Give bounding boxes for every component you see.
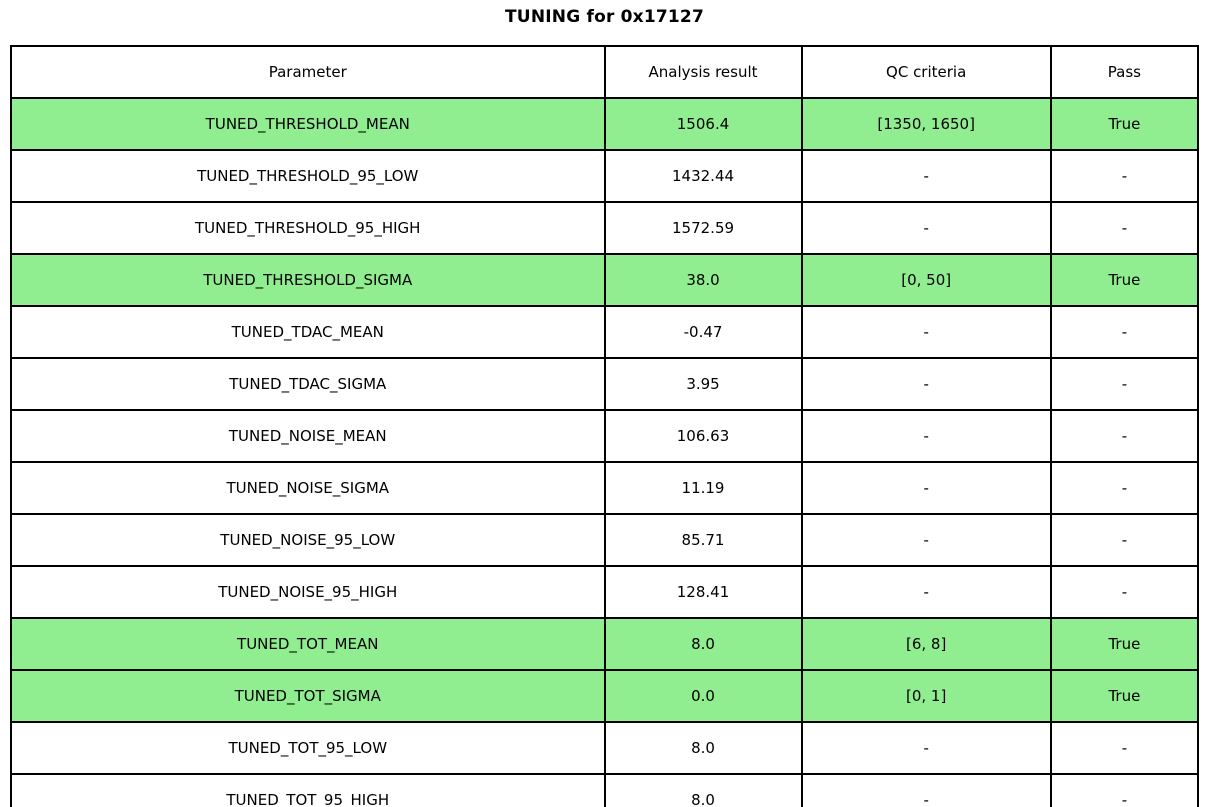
- parameter-cell: TUNED_TOT_MEAN: [10, 617, 606, 671]
- table-row: TUNED_NOISE_SIGMA 11.19- -: [10, 461, 1200, 515]
- pass-cell: -: [1049, 461, 1200, 515]
- qc-criteria-cell: -: [800, 721, 1052, 775]
- header-pass: Pass: [1049, 45, 1200, 99]
- tuning-results-table: Parameter Analysis result QC criteria Pa…: [10, 45, 1200, 807]
- qc-criteria-cell: [0, 50]: [800, 253, 1052, 307]
- analysis-result-cell: 1572.59: [603, 201, 803, 255]
- qc-criteria-cell: [6, 8]: [800, 617, 1052, 671]
- table-row: TUNED_TOT_95_HIGH 8.0- -: [10, 773, 1200, 807]
- table-row: TUNED_NOISE_95_HIGH 128.41- -: [10, 565, 1200, 619]
- table-row: TUNED_TOT_SIGMA 0.0 [0, 1] True: [10, 669, 1200, 723]
- table-header: Parameter Analysis result QC criteria Pa…: [10, 45, 1200, 99]
- pass-cell: -: [1049, 201, 1200, 255]
- parameter-cell: TUNED_THRESHOLD_SIGMA: [10, 253, 606, 307]
- qc-criteria-cell: -: [800, 305, 1052, 359]
- table-row: TUNED_TOT_MEAN 8.0 [6, 8] True: [10, 617, 1200, 671]
- analysis-result-cell: 106.63: [603, 409, 803, 463]
- table-row: TUNED_NOISE_95_LOW 85.71- -: [10, 513, 1200, 567]
- header-analysis-result: Analysis result: [603, 45, 803, 99]
- pass-cell: -: [1049, 305, 1200, 359]
- qc-criteria-cell: -: [800, 409, 1052, 463]
- qc-criteria-cell: -: [800, 461, 1052, 515]
- parameter-cell: TUNED_NOISE_SIGMA: [10, 461, 606, 515]
- parameter-cell: TUNED_TOT_SIGMA: [10, 669, 606, 723]
- table-row: TUNED_TDAC_SIGMA 3.95- -: [10, 357, 1200, 411]
- analysis-result-cell: 128.41: [603, 565, 803, 619]
- parameter-cell: TUNED_NOISE_95_HIGH: [10, 565, 606, 619]
- pass-cell: True: [1049, 617, 1200, 671]
- header-qc-criteria: QC criteria: [800, 45, 1052, 99]
- pass-cell: -: [1049, 513, 1200, 567]
- analysis-result-cell: 85.71: [603, 513, 803, 567]
- table-row: TUNED_THRESHOLD_95_HIGH 1572.59- -: [10, 201, 1200, 255]
- qc-criteria-cell: [0, 1]: [800, 669, 1052, 723]
- analysis-result-cell: 8.0: [603, 721, 803, 775]
- pass-cell: -: [1049, 409, 1200, 463]
- parameter-cell: TUNED_NOISE_MEAN: [10, 409, 606, 463]
- header-row: Parameter Analysis result QC criteria Pa…: [10, 45, 1200, 99]
- page-title: TUNING for 0x17127: [505, 7, 704, 27]
- qc-criteria-cell: -: [800, 513, 1052, 567]
- analysis-result-cell: 11.19: [603, 461, 803, 515]
- analysis-result-cell: 8.0: [603, 773, 803, 807]
- analysis-result-cell: 0.0: [603, 669, 803, 723]
- pass-cell: -: [1049, 357, 1200, 411]
- qc-criteria-cell: -: [800, 773, 1052, 807]
- analysis-result-cell: 1506.4: [603, 97, 803, 151]
- parameter-cell: TUNED_TDAC_MEAN: [10, 305, 606, 359]
- table-row: TUNED_THRESHOLD_MEAN 1506.4 [1350, 1650] Tr…: [10, 97, 1200, 151]
- qc-criteria-cell: -: [800, 357, 1052, 411]
- parameter-cell: TUNED_THRESHOLD_95_LOW: [10, 149, 606, 203]
- table-body: TUNED_THRESHOLD_MEAN 1506.4 [1350, 1650] Tr…: [10, 97, 1200, 807]
- pass-cell: True: [1049, 669, 1200, 723]
- table-row: TUNED_THRESHOLD_95_LOW 1432.44- -: [10, 149, 1200, 203]
- parameter-cell: TUNED_NOISE_95_LOW: [10, 513, 606, 567]
- qc-criteria-cell: -: [800, 201, 1052, 255]
- table-row: TUNED_THRESHOLD_SIGMA 38.0 [0, 50] True: [10, 253, 1200, 307]
- parameter-cell: TUNED_TOT_95_HIGH: [10, 773, 606, 807]
- parameter-cell: TUNED_THRESHOLD_MEAN: [10, 97, 606, 151]
- pass-cell: True: [1049, 97, 1200, 151]
- qc-criteria-cell: [1350, 1650]: [800, 97, 1052, 151]
- analysis-result-cell: -0.47: [603, 305, 803, 359]
- parameter-cell: TUNED_THRESHOLD_95_HIGH: [10, 201, 606, 255]
- qc-criteria-cell: -: [800, 149, 1052, 203]
- pass-cell: -: [1049, 773, 1200, 807]
- parameter-cell: TUNED_TOT_95_LOW: [10, 721, 606, 775]
- parameter-cell: TUNED_TDAC_SIGMA: [10, 357, 606, 411]
- analysis-result-cell: 38.0: [603, 253, 803, 307]
- table-row: TUNED_NOISE_MEAN 106.63- -: [10, 409, 1200, 463]
- pass-cell: -: [1049, 721, 1200, 775]
- analysis-result-cell: 1432.44: [603, 149, 803, 203]
- header-parameter: Parameter: [10, 45, 606, 99]
- table-row: TUNED_TDAC_MEAN -0.47- -: [10, 305, 1200, 359]
- pass-cell: -: [1049, 565, 1200, 619]
- pass-cell: -: [1049, 149, 1200, 203]
- analysis-result-cell: 3.95: [603, 357, 803, 411]
- qc-criteria-cell: -: [800, 565, 1052, 619]
- pass-cell: True: [1049, 253, 1200, 307]
- table-row: TUNED_TOT_95_LOW 8.0- -: [10, 721, 1200, 775]
- analysis-result-cell: 8.0: [603, 617, 803, 671]
